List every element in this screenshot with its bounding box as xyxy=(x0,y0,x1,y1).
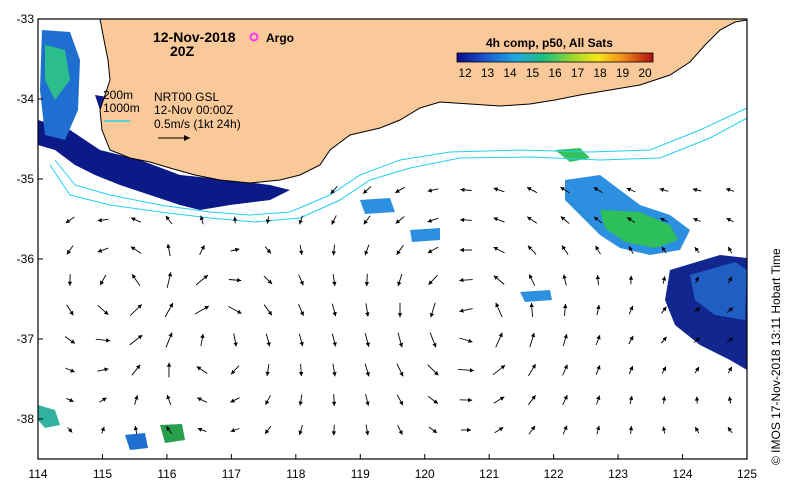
x-tick-label: 121 xyxy=(479,467,499,481)
colorbar-tick-label: 16 xyxy=(548,66,562,80)
map-time: 20Z xyxy=(170,43,195,59)
colorbar-tick-label: 17 xyxy=(571,66,585,80)
x-tick-label: 114 xyxy=(28,467,47,481)
credit-text: © IMOS 17-Nov-2018 13:11 Hobart Time xyxy=(769,248,783,465)
colorbar-title: 4h comp, p50, All Sats xyxy=(486,36,613,50)
colorbar-scale xyxy=(457,53,653,62)
current-time: 12-Nov 00:00Z xyxy=(154,103,233,117)
colorbar-tick-label: 15 xyxy=(526,66,540,80)
y-tick-label: -38 xyxy=(17,412,35,426)
x-tick-label: 124 xyxy=(673,467,693,481)
x-tick-label: 120 xyxy=(415,467,435,481)
x-tick-label: 117 xyxy=(222,467,241,481)
y-tick-label: -35 xyxy=(17,172,35,186)
x-tick-label: 123 xyxy=(608,467,628,481)
x-tick-label: 116 xyxy=(157,467,176,481)
y-tick-label: -33 xyxy=(17,12,35,26)
colorbar-tick-label: 18 xyxy=(593,66,607,80)
current-scale: 0.5m/s (1kt 24h) xyxy=(154,117,241,131)
current-source: NRT00 GSL xyxy=(154,90,219,104)
colorbar-tick-label: 12 xyxy=(458,66,472,80)
x-tick-label: 115 xyxy=(93,467,112,481)
depth-200-label: 200m xyxy=(103,88,133,102)
colorbar-tick-label: 20 xyxy=(638,66,652,80)
argo-label: Argo xyxy=(266,31,294,45)
colorbar-tick-label: 13 xyxy=(481,66,495,80)
x-tick-label: 125 xyxy=(737,467,757,481)
y-tick-label: -36 xyxy=(17,252,35,266)
y-tick-label: -34 xyxy=(17,92,35,106)
x-tick-label: 119 xyxy=(351,467,370,481)
map-date: 12-Nov-2018 xyxy=(153,29,236,45)
colorbar-tick-label: 19 xyxy=(616,66,630,80)
colorbar-tick-label: 14 xyxy=(503,66,517,80)
x-tick-label: 118 xyxy=(286,467,305,481)
x-tick-label: 122 xyxy=(544,467,564,481)
depth-1000-label: 1000m xyxy=(103,101,140,115)
y-tick-label: -37 xyxy=(17,332,35,346)
